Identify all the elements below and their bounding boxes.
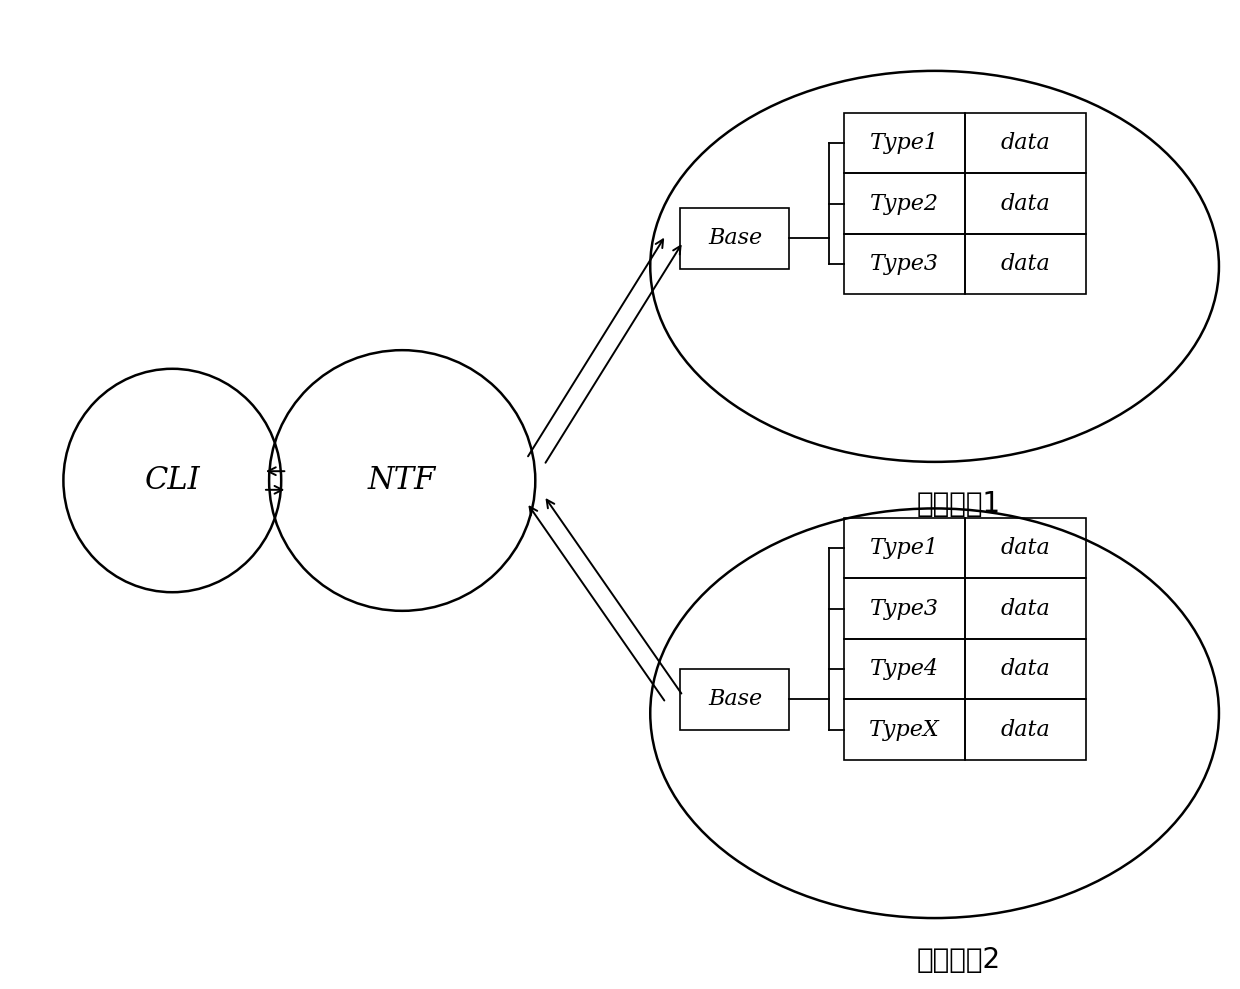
Text: 应用程并1: 应用程并1	[916, 490, 1001, 518]
Text: Type1: Type1	[869, 537, 939, 559]
Text: 应用程并2: 应用程并2	[916, 946, 1001, 974]
Text: TypeX: TypeX	[869, 719, 940, 741]
Text: CLI: CLI	[145, 465, 200, 496]
Text: Type2: Type2	[869, 193, 939, 215]
Text: data: data	[1001, 658, 1050, 680]
Text: Type1: Type1	[869, 132, 939, 154]
Text: data: data	[1001, 193, 1050, 215]
Text: data: data	[1001, 719, 1050, 741]
Text: Base: Base	[708, 227, 763, 249]
Text: Type3: Type3	[869, 597, 939, 619]
Text: data: data	[1001, 132, 1050, 154]
Text: data: data	[1001, 537, 1050, 559]
Text: Type4: Type4	[869, 658, 939, 680]
Text: data: data	[1001, 253, 1050, 275]
Text: Base: Base	[708, 688, 763, 710]
Text: Type3: Type3	[869, 253, 939, 275]
Text: NTF: NTF	[368, 465, 436, 496]
Text: data: data	[1001, 597, 1050, 619]
